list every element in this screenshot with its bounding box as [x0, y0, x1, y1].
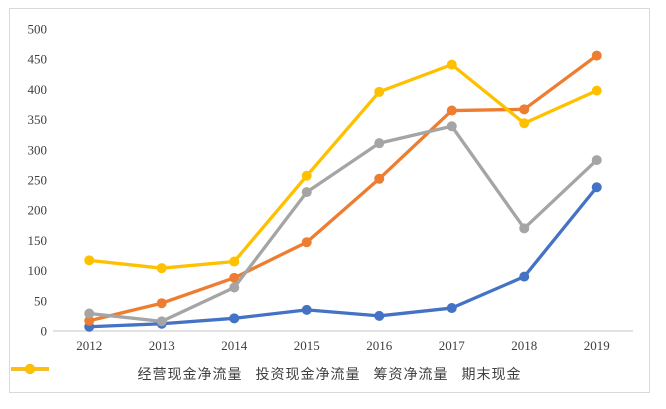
legend-item-0: 经营现金净流量	[11, 364, 243, 384]
y-axis-tick-label: 450	[28, 52, 48, 67]
data-point-marker	[446, 303, 457, 314]
legend-label: 经营现金净流量	[137, 368, 243, 383]
data-point-marker	[519, 104, 530, 115]
y-axis-tick-label: 50	[34, 293, 47, 308]
legend-label: 投资现金净流量	[255, 368, 361, 383]
data-point-marker	[591, 155, 602, 166]
data-point-marker	[84, 308, 95, 319]
data-point-marker	[446, 59, 457, 70]
y-axis-tick-label: 150	[28, 233, 48, 248]
series-line	[87, 124, 599, 323]
legend-line-marker-icon	[11, 364, 49, 374]
data-point-marker	[156, 298, 167, 309]
series-3	[84, 59, 602, 274]
plot-area: 0 50 100 150 200 250 300 350 400 450 500 2012 2013 20…	[28, 22, 633, 353]
data-point-marker	[591, 50, 602, 61]
data-point-marker	[519, 223, 530, 234]
legend-sample-dot	[25, 364, 35, 374]
x-axis-tick-label: 2015	[294, 338, 320, 353]
legend-item-1: 投资现金净流量	[11, 364, 361, 384]
chart-legend: 经营现金净流量 投资现金净流量 筹资净流量 期末现金	[10, 363, 649, 385]
series-2	[84, 121, 602, 327]
data-point-marker	[519, 118, 530, 129]
series-line	[87, 53, 599, 323]
data-point-marker	[301, 187, 312, 198]
data-point-marker	[519, 271, 530, 282]
legend-label: 筹资净流量	[373, 368, 449, 383]
data-point-marker	[374, 173, 385, 184]
legend-label: 期末现金	[461, 368, 522, 383]
y-axis-tick-label: 0	[41, 324, 48, 339]
x-axis-tick-label: 2017	[439, 338, 466, 353]
data-point-marker	[301, 237, 312, 248]
x-axis-tick-label: 2012	[76, 338, 102, 353]
series-line	[87, 185, 599, 329]
data-point-marker	[84, 255, 95, 266]
data-point-marker	[229, 282, 240, 293]
x-axis-tick-label: 2014	[221, 338, 248, 353]
data-point-marker	[156, 263, 167, 274]
data-point-marker	[374, 138, 385, 149]
series-0	[84, 182, 602, 332]
x-axis-tick-label: 2018	[511, 338, 537, 353]
data-point-marker	[591, 182, 602, 193]
x-axis-tick-label: 2019	[584, 338, 610, 353]
y-axis-tick-label: 200	[28, 203, 48, 218]
series-line	[87, 62, 599, 270]
y-axis-tick-label: 250	[28, 173, 48, 188]
legend-item-3: 期末现金	[11, 364, 522, 384]
series-1	[84, 50, 602, 326]
data-point-marker	[229, 313, 240, 324]
data-point-marker	[374, 86, 385, 97]
legend-item-2: 筹资净流量	[11, 364, 449, 384]
data-point-marker	[301, 304, 312, 315]
data-point-marker	[301, 170, 312, 181]
y-axis-tick-label: 100	[28, 263, 48, 278]
cash-flow-line-chart: 0 50 100 150 200 250 300 350 400 450 500 2012 2013 20…	[9, 8, 650, 393]
data-point-marker	[229, 256, 240, 267]
data-point-marker	[374, 310, 385, 321]
data-point-marker	[591, 85, 602, 96]
data-point-marker	[229, 272, 240, 283]
data-point-marker	[446, 121, 457, 132]
data-point-marker	[84, 315, 95, 326]
data-point-marker	[446, 105, 457, 116]
y-axis-tick-label: 300	[28, 142, 48, 157]
y-axis-tick-label: 400	[28, 82, 48, 97]
y-axis-tick-label: 350	[28, 112, 48, 127]
data-point-marker	[156, 316, 167, 327]
x-axis-tick-label: 2013	[149, 338, 175, 353]
x-axis-tick-label: 2016	[366, 338, 393, 353]
y-axis-tick-label: 500	[28, 22, 48, 37]
